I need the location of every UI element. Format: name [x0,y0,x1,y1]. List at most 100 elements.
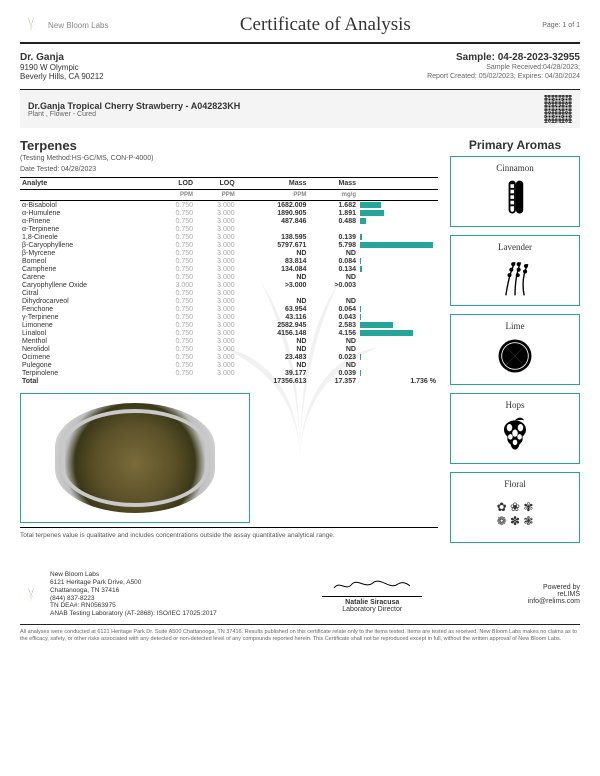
mass-ppm: 63.954 [237,305,309,313]
loq: 3.000 [195,201,237,210]
analyte: Citral [20,289,153,297]
table-row: α-Bisabolol 0.750 3.000 1682.009 1.682 [20,201,438,210]
bar-cell [358,337,438,345]
aroma-label: Hops [505,400,524,410]
aroma-label: Lime [506,321,525,331]
loq: 3.000 [195,305,237,313]
table-row: Carene 0.750 3.000 ND ND [20,273,438,281]
analyte: 1,8-Cineole [20,233,153,241]
total-row: Total 17356.613 17.357 1.736 % [20,377,438,385]
col-unit [20,190,153,201]
lod: 0.750 [153,369,195,377]
lod: 0.750 [153,345,195,353]
terpenes-method: (Testing Method:HS-GC/MS, CON-P-4000) [20,155,438,162]
bar-cell [358,273,438,281]
lod: 0.750 [153,337,195,345]
sample-received: Sample Received:04/28/2023; [427,63,580,72]
mass-ppm: 2582.945 [237,321,309,329]
loq: 3.000 [195,273,237,281]
mass-mgg: 0.043 [308,313,358,321]
aroma-box: Lime [450,314,580,385]
lod: 0.750 [153,353,195,361]
mass-ppm: 134.084 [237,265,309,273]
table-row: β-Myrcene 0.750 3.000 ND ND [20,249,438,257]
lod: 0.750 [153,313,195,321]
mass-ppm: 39.177 [237,369,309,377]
signature-icon [332,576,412,594]
total-mgg: 17.357 [308,377,358,385]
table-row: Limonene 0.750 3.000 2582.945 2.583 [20,321,438,329]
relims-url: info@relims.com [528,598,580,605]
product-bar: Dr.Ganja Tropical Cherry Strawberry - A0… [20,89,580,128]
mass-ppm: ND [237,361,309,369]
col-hdr: LOQ [195,178,237,190]
table-row: α-Pinene 0.750 3.000 487.846 0.488 [20,217,438,225]
terpenes-date: Date Tested: 04/28/2023 [20,166,438,173]
cinnamon-icon [493,176,537,220]
table-row: Pulegone 0.750 3.000 ND ND [20,361,438,369]
loq: 3.000 [195,249,237,257]
page-number: Page: 1 of 1 [542,22,580,29]
loq: 3.000 [195,225,237,233]
logo-icon [20,16,42,34]
loq: 3.000 [195,265,237,273]
col-unit [358,190,438,201]
lod: 0.750 [153,265,195,273]
lod: 0.750 [153,305,195,313]
mass-mgg: 1.682 [308,201,358,210]
sample-photo [55,403,215,513]
bar-cell [358,345,438,353]
mass-mgg: 5.798 [308,241,358,249]
col-unit: mg/g [308,190,358,201]
analyte: γ-Terpinene [20,313,153,321]
analyte: Pulegone [20,361,153,369]
analyte: Fenchone [20,305,153,313]
col-hdr: Mass [308,178,358,190]
table-row: γ-Terpinene 0.750 3.000 43.116 0.043 [20,313,438,321]
analyte: β-Caryophyllene [20,241,153,249]
product-info: Dr.Ganja Tropical Cherry Strawberry - A0… [28,101,240,118]
analyte: Ocimene [20,353,153,361]
bar-cell [358,313,438,321]
mass-ppm: 43.116 [237,313,309,321]
mass-mgg: 2.583 [308,321,358,329]
relims: reLIMS [528,591,580,598]
mass-mgg [308,289,358,297]
mass-ppm: 1890.905 [237,209,309,217]
footer-logo-icon [20,586,42,604]
analyte: Terpinolene [20,369,153,377]
mass-mgg: ND [308,337,358,345]
product-type: Plant , Flower - Cured [28,111,240,118]
mass-ppm: 1682.009 [237,201,309,210]
mass-ppm: ND [237,273,309,281]
lab-name: New Bloom Labs [48,21,108,30]
col-hdr [358,178,438,190]
analyte: Limonene [20,321,153,329]
table-row: Borneol 0.750 3.000 83.814 0.084 [20,257,438,265]
signature-block: Natalie Siracusa Laboratory Director [322,576,422,613]
mass-mgg: ND [308,249,358,257]
loq: 3.000 [195,337,237,345]
table-row: α-Terpinene 0.750 3.000 [20,225,438,233]
bar-cell [358,353,438,361]
analyte: Camphene [20,265,153,273]
table-row: Menthol 0.750 3.000 ND ND [20,337,438,345]
bar-cell [358,217,438,225]
header: New Bloom Labs Certificate of Analysis P… [20,14,580,44]
lod: 0.750 [153,361,195,369]
right-panel: Primary Aromas Cinnamon Lavender Lime Ho… [450,138,580,551]
addr-line: (844) 837-8223 [50,595,217,603]
signer-title: Laboratory Director [322,606,422,613]
col-unit: PPM [237,190,309,201]
bar-cell [358,329,438,337]
loq: 3.000 [195,313,237,321]
bar-cell [358,209,438,217]
mass-mgg: 0.084 [308,257,358,265]
client-block: Dr. Ganja 9190 W Olympic Beverly Hills, … [20,52,104,81]
lod: 0.750 [153,217,195,225]
bar-cell [358,321,438,329]
lod: 0.750 [153,297,195,305]
product-name: Dr.Ganja Tropical Cherry Strawberry - A0… [28,101,240,111]
mass-ppm: 5797.671 [237,241,309,249]
total-ppm: 17356.613 [237,377,309,385]
